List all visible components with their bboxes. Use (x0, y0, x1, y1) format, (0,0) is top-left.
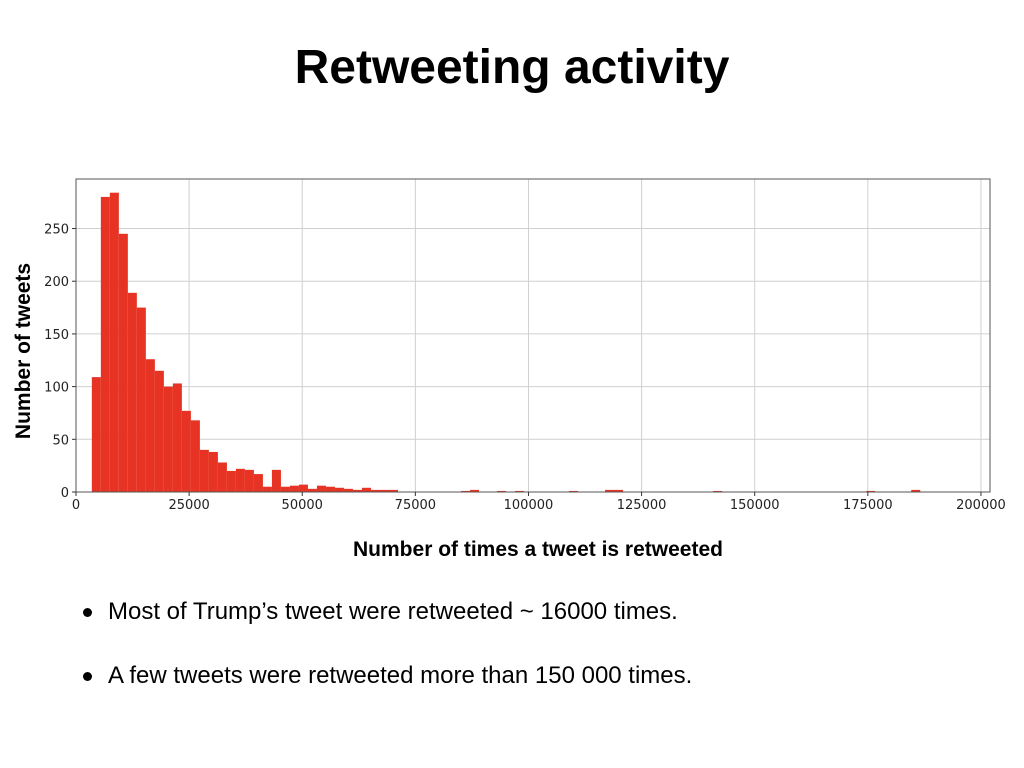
bullet-text: Most of Trump’s tweet were retweeted ~ 1… (108, 598, 678, 625)
histogram-bar (325, 486, 335, 492)
histogram-bars (91, 192, 921, 493)
histogram-bar (614, 489, 624, 492)
x-axis-label: Number of times a tweet is retweeted (353, 538, 723, 561)
bullet-item: A few tweets were retweeted more than 15… (78, 656, 692, 720)
histogram-bar (100, 196, 110, 492)
histogram-bar (307, 488, 317, 492)
histogram-bar (145, 359, 155, 492)
x-tick-label: 0 (72, 498, 80, 513)
histogram-bar (262, 486, 272, 492)
histogram-bar (316, 485, 326, 492)
x-tick-label: 25000 (168, 498, 209, 513)
x-tick-label: 175000 (843, 498, 893, 513)
histogram-bar (515, 490, 525, 492)
histogram-bar (605, 489, 615, 492)
histogram-bar (208, 451, 218, 492)
slide-title: Retweeting activity (294, 41, 730, 94)
histogram-bar (199, 449, 209, 492)
axis-ticks: 0 25000 50000 75000 100000 125000 150000 175000… (44, 223, 1006, 513)
y-tick-label: 0 (61, 486, 69, 501)
histogram-bar (497, 490, 507, 492)
histogram-bar (370, 489, 380, 492)
histogram-bar (118, 233, 128, 493)
histogram-bar (181, 410, 191, 492)
x-tick-label: 50000 (282, 498, 323, 513)
bullet-item: Most of Trump’s tweet were retweeted ~ 1… (78, 592, 692, 656)
histogram-bar (280, 486, 290, 492)
histogram-bar (253, 474, 263, 492)
histogram-bar (298, 484, 308, 492)
histogram-bar (235, 468, 245, 492)
histogram-bar (334, 487, 344, 492)
histogram-bar (244, 469, 254, 492)
plot-frame (75, 178, 991, 493)
bullet-dot-icon (83, 608, 92, 617)
x-tick-label: 200000 (956, 498, 1006, 513)
histogram-bar (361, 487, 371, 492)
x-tick-label: 125000 (617, 498, 667, 513)
histogram-bar (461, 490, 471, 492)
x-tick-label: 100000 (504, 498, 554, 513)
histogram-bar (217, 462, 227, 492)
histogram-bar (190, 420, 200, 492)
y-axis-label: Number of tweets (12, 263, 35, 439)
x-tick-label: 150000 (730, 498, 780, 513)
histogram-bar (569, 490, 579, 492)
histogram-bar (713, 490, 723, 492)
x-tick-label: 75000 (395, 498, 436, 513)
histogram-bar (136, 307, 146, 492)
histogram-bar (470, 489, 480, 492)
histogram-bar (226, 470, 236, 492)
histogram-bar (388, 489, 398, 492)
y-tick-label: 100 (44, 381, 69, 396)
histogram-bar (343, 488, 353, 492)
histogram-bar (866, 490, 876, 492)
histogram-bar (379, 489, 389, 492)
histogram-bar (271, 469, 281, 492)
y-tick-label: 150 (44, 328, 69, 343)
histogram-bar (127, 292, 137, 492)
y-tick-label: 200 (44, 275, 69, 290)
histogram-bar (154, 370, 164, 492)
histogram-bar (91, 377, 101, 492)
histogram-bar (109, 192, 119, 493)
bullet-dot-icon (83, 672, 92, 681)
y-tick-label: 50 (52, 433, 69, 448)
histogram-bar (289, 485, 299, 492)
bullet-list: Most of Trump’s tweet were retweeted ~ 1… (78, 592, 692, 720)
grid-lines (76, 179, 990, 492)
bullet-text: A few tweets were retweeted more than 15… (108, 662, 693, 689)
histogram-bar (172, 383, 182, 492)
histogram-bar (911, 489, 921, 492)
histogram-bar (352, 489, 362, 492)
histogram-bar (163, 386, 173, 492)
y-tick-label: 250 (44, 223, 69, 238)
